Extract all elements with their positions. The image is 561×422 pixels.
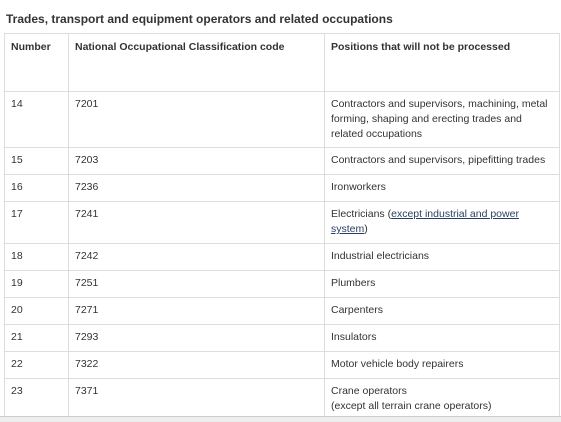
cell-number: 15 — [4, 147, 69, 175]
table-row: 17 7241 Electricians (except industrial … — [4, 201, 560, 244]
cell-position: Contractors and supervisors, pipefitting… — [324, 147, 560, 175]
position-prefix-text: Electricians ( — [331, 208, 392, 220]
occupations-table: Number National Occupational Classificat… — [4, 33, 560, 421]
cell-number: 19 — [4, 270, 69, 298]
cell-noc-code: 7203 — [68, 147, 325, 175]
cell-noc-code: 7241 — [68, 201, 325, 244]
cell-number: 23 — [4, 378, 69, 421]
bottom-scroll-bar — [0, 416, 561, 422]
table-row: 14 7201 Contractors and supervisors, mac… — [4, 91, 560, 148]
cell-number: 17 — [4, 201, 69, 244]
cell-position: Industrial electricians — [324, 243, 560, 271]
cell-position: Carpenters — [324, 297, 560, 325]
cell-number: 18 — [4, 243, 69, 271]
cell-position: Insulators — [324, 324, 560, 352]
cell-position: Plumbers — [324, 270, 560, 298]
position-line-2: (except all terrain crane operators) — [331, 400, 492, 412]
cell-number: 14 — [4, 91, 69, 148]
cell-noc-code: 7201 — [68, 91, 325, 148]
cell-position: Motor vehicle body repairers — [324, 351, 560, 379]
cell-number: 21 — [4, 324, 69, 352]
table-row: 20 7271 Carpenters — [4, 297, 560, 325]
table-row: 23 7371 Crane operators (except all terra… — [4, 378, 560, 421]
table-row: 16 7236 Ironworkers — [4, 174, 560, 202]
table-row: 15 7203 Contractors and supervisors, pip… — [4, 147, 560, 175]
position-line-1: Crane operators — [331, 385, 407, 397]
table-caption: Trades, transport and equipment operator… — [6, 12, 393, 26]
except-industrial-link[interactable]: except industrial and power system — [331, 208, 519, 235]
cell-noc-code: 7371 — [68, 378, 325, 421]
header-number: Number — [4, 33, 69, 92]
cell-noc-code: 7236 — [68, 174, 325, 202]
cell-noc-code: 7242 — [68, 243, 325, 271]
cell-number: 20 — [4, 297, 69, 325]
cell-noc-code: 7322 — [68, 351, 325, 379]
table-row: 18 7242 Industrial electricians — [4, 243, 560, 271]
cell-noc-code: 7251 — [68, 270, 325, 298]
cell-number: 16 — [4, 174, 69, 202]
table-row: 19 7251 Plumbers — [4, 270, 560, 298]
cell-number: 22 — [4, 351, 69, 379]
table-row: 21 7293 Insulators — [4, 324, 560, 352]
position-suffix-text: ) — [364, 223, 368, 235]
table-header-row: Number National Occupational Classificat… — [4, 33, 560, 92]
cell-noc-code: 7293 — [68, 324, 325, 352]
cell-position: Crane operators (except all terrain crane… — [324, 378, 560, 421]
header-noc-code: National Occupational Classification cod… — [68, 33, 325, 92]
cell-position: Electricians (except industrial and powe… — [324, 201, 560, 244]
cell-position: Ironworkers — [324, 174, 560, 202]
cell-noc-code: 7271 — [68, 297, 325, 325]
table-row: 22 7322 Motor vehicle body repairers — [4, 351, 560, 379]
cell-position: Contractors and supervisors, machining, … — [324, 91, 560, 148]
header-positions: Positions that will not be processed — [324, 33, 560, 92]
